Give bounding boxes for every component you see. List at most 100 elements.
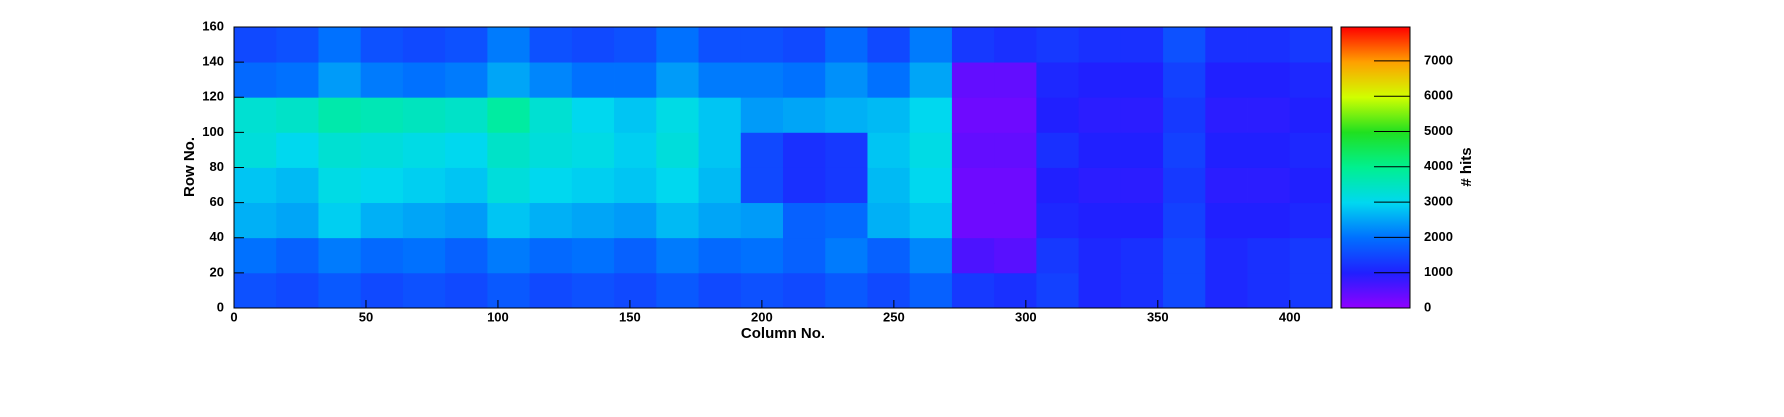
heatmap-cell: [614, 167, 657, 204]
heatmap-cell: [402, 132, 446, 168]
heatmap-cell: [1205, 272, 1248, 309]
colorbar-tick-label: 0: [1424, 299, 1431, 314]
heatmap-cell: [276, 167, 319, 204]
colorbar-tick-label: 4000: [1424, 158, 1453, 173]
heatmap-cell: [867, 97, 911, 133]
heatmap-cell: [276, 237, 319, 274]
heatmap-cell: [740, 97, 784, 133]
y-tick-label: 60: [210, 194, 224, 209]
heatmap-cell: [994, 27, 1037, 63]
y-tick-label: 140: [202, 54, 224, 69]
heatmap-cell: [1078, 237, 1122, 274]
heatmap-cell: [1078, 97, 1122, 133]
heatmap-cell: [445, 132, 488, 168]
heatmap-cell: [1247, 202, 1291, 239]
heatmap-cell: [487, 97, 531, 133]
colorbar-title: # hits: [1458, 147, 1475, 186]
heatmap-cell: [1078, 272, 1122, 309]
heatmap-cell: [698, 167, 742, 204]
heatmap-cell: [487, 132, 531, 168]
heatmap-cell: [994, 97, 1037, 133]
heatmap-cell: [994, 132, 1037, 168]
heatmap-cell: [1163, 27, 1206, 63]
heatmap-cell: [867, 237, 911, 274]
heatmap-cell: [656, 167, 699, 204]
heatmap-cell: [614, 272, 657, 309]
heatmap-cell: [656, 132, 699, 168]
heatmap-cell: [445, 167, 488, 204]
heatmap-cell: [1120, 97, 1164, 133]
y-tick-label: 0: [217, 299, 224, 314]
heatmap-cell: [402, 62, 446, 98]
heatmap-cell: [445, 237, 488, 274]
heatmap-cell: [318, 272, 362, 309]
heatmap-cell: [1078, 167, 1122, 204]
heatmap-cell: [487, 27, 531, 63]
heatmap-cell: [1120, 27, 1164, 63]
heatmap-cell: [740, 132, 784, 168]
heatmap-cell: [318, 62, 362, 98]
heatmap-cell: [951, 167, 995, 204]
heatmap-cell: [698, 202, 742, 239]
heatmap-cell: [1120, 132, 1164, 168]
heatmap-cell: [360, 97, 404, 133]
heatmap-cell: [445, 272, 488, 309]
x-tick-label: 50: [359, 309, 373, 324]
heatmap-cell: [529, 272, 573, 309]
heatmap-cell: [1205, 202, 1248, 239]
heatmap-cell: [1120, 167, 1164, 204]
heatmap-cell: [825, 27, 868, 63]
heatmap-cell: [825, 132, 868, 168]
heatmap-cell: [656, 27, 699, 63]
heatmap-cell: [360, 202, 404, 239]
heatmap-cell: [445, 62, 488, 98]
heatmap-cell: [656, 202, 699, 239]
heatmap-cell: [571, 167, 615, 204]
heatmap-cell: [867, 132, 911, 168]
y-tick-label: 80: [210, 159, 224, 174]
heatmap-cell: [1205, 132, 1248, 168]
heatmap-cell: [783, 237, 826, 274]
heatmap-cell: [360, 132, 404, 168]
heatmap-cell: [909, 27, 953, 63]
heatmap-cell: [318, 132, 362, 168]
heatmap-cell: [1036, 237, 1080, 274]
heatmap-cell: [445, 202, 488, 239]
heatmap-cell: [951, 272, 995, 309]
heatmap-cell: [783, 167, 826, 204]
y-tick-label: 100: [202, 124, 224, 139]
heatmap-cell: [1120, 237, 1164, 274]
heatmap-cell: [529, 62, 573, 98]
heatmap-cell: [656, 62, 699, 98]
heatmap-cell: [1036, 132, 1080, 168]
heatmap-cell: [994, 167, 1037, 204]
heatmap-cell: [276, 272, 319, 309]
heatmap-cell: [571, 272, 615, 309]
x-tick-label: 200: [751, 309, 773, 324]
heatmap-cell: [1120, 272, 1164, 309]
heatmap-cell: [783, 27, 826, 63]
y-axis-title: Row No.: [181, 137, 198, 197]
heatmap-cell: [1205, 97, 1248, 133]
y-tick-label: 40: [210, 229, 224, 244]
colorbar-tick-label: 5000: [1424, 123, 1453, 138]
heatmap-cell: [909, 202, 953, 239]
heatmap-cell: [276, 27, 319, 63]
heatmap-cell: [318, 167, 362, 204]
heatmap-cell: [951, 237, 995, 274]
heatmap-cell: [951, 132, 995, 168]
heatmap-cell: [360, 237, 404, 274]
heatmap-cell: [234, 237, 277, 274]
heatmap-cell: [234, 27, 277, 63]
heatmap-cell: [994, 62, 1037, 98]
heatmap-cell: [614, 27, 657, 63]
heatmap-cell: [402, 237, 446, 274]
x-tick-label: 0: [230, 309, 237, 324]
heatmap-cell: [1247, 132, 1291, 168]
heatmap-cell: [1036, 97, 1080, 133]
heatmap-cell: [825, 237, 868, 274]
heatmap-cell: [234, 132, 277, 168]
heatmap-cell: [571, 237, 615, 274]
